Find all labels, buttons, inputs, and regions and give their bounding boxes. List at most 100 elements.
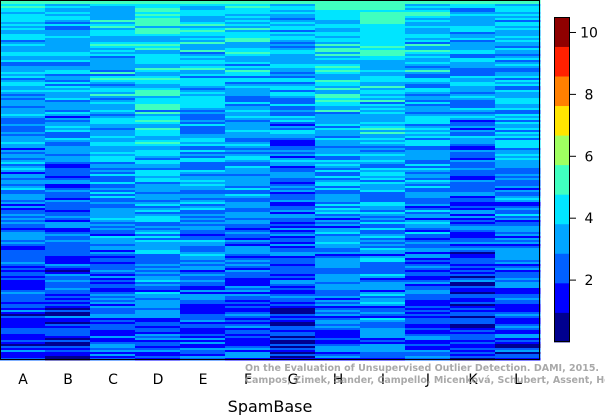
- heatmap-cell: [135, 176, 181, 179]
- heatmap-cell: [495, 0, 541, 3]
- heatmap-cell: [495, 164, 541, 167]
- heatmap-cell: [270, 114, 316, 117]
- heatmap-cell: [90, 112, 136, 115]
- heatmap-cell: [405, 66, 451, 69]
- heatmap-cell: [270, 154, 316, 157]
- heatmap-cell: [450, 224, 496, 227]
- heatmap-cell: [450, 274, 496, 277]
- heatmap-cell: [360, 30, 406, 33]
- heatmap-cell: [270, 150, 316, 153]
- heatmap-cell: [90, 114, 136, 117]
- heatmap-cell: [405, 134, 451, 137]
- heatmap-cell: [495, 148, 541, 151]
- heatmap-cell: [315, 178, 361, 181]
- heatmap-cell: [450, 266, 496, 269]
- heatmap-cell: [225, 124, 271, 127]
- heatmap-cell: [360, 24, 406, 27]
- heatmap-cell: [450, 192, 496, 195]
- heatmap-cell: [180, 298, 226, 301]
- heatmap-cell: [405, 132, 451, 135]
- heatmap-cell: [270, 138, 316, 141]
- heatmap-cell: [180, 200, 226, 203]
- heatmap-cell: [225, 302, 271, 305]
- heatmap-cell: [315, 82, 361, 85]
- heatmap-cell: [45, 262, 91, 265]
- heatmap-cell: [180, 158, 226, 161]
- heatmap-cell: [225, 66, 271, 69]
- heatmap-cell: [450, 102, 496, 105]
- heatmap-cell: [0, 48, 46, 51]
- heatmap-cell: [90, 238, 136, 241]
- heatmap-cell: [405, 44, 451, 47]
- heatmap-cell: [360, 6, 406, 9]
- heatmap-cell: [270, 38, 316, 41]
- heatmap-cell: [0, 312, 46, 315]
- heatmap-cell: [360, 306, 406, 309]
- heatmap-cell: [450, 328, 496, 331]
- heatmap-cell: [450, 80, 496, 83]
- heatmap-cell: [360, 180, 406, 183]
- heatmap-cell: [360, 318, 406, 321]
- heatmap-cell: [135, 144, 181, 147]
- heatmap-cell: [495, 228, 541, 231]
- heatmap-cell: [450, 4, 496, 7]
- heatmap-cell: [0, 228, 46, 231]
- heatmap-cell: [270, 346, 316, 349]
- heatmap-cell: [405, 342, 451, 345]
- heatmap-cell: [90, 38, 136, 41]
- heatmap-cell: [180, 342, 226, 345]
- heatmap-cell: [90, 64, 136, 67]
- heatmap-cell: [135, 130, 181, 133]
- heatmap-cell: [135, 296, 181, 299]
- heatmap-cell: [450, 258, 496, 261]
- heatmap-cell: [450, 198, 496, 201]
- heatmap-cell: [405, 352, 451, 355]
- heatmap-cell: [180, 310, 226, 313]
- heatmap-cell: [405, 58, 451, 61]
- heatmap-cell: [0, 126, 46, 129]
- heatmap-cell: [225, 116, 271, 119]
- heatmap-cell: [225, 318, 271, 321]
- heatmap-cell: [495, 64, 541, 67]
- heatmap-cell: [315, 282, 361, 285]
- heatmap-cell: [0, 292, 46, 295]
- heatmap-cell: [90, 266, 136, 269]
- heatmap-cell: [180, 178, 226, 181]
- heatmap-cell: [405, 314, 451, 317]
- heatmap-cell: [450, 12, 496, 15]
- heatmap-cell: [180, 250, 226, 253]
- heatmap-cell: [360, 240, 406, 243]
- heatmap-cell: [315, 30, 361, 33]
- heatmap-cell: [45, 90, 91, 93]
- heatmap-cell: [315, 270, 361, 273]
- heatmap-cell: [0, 244, 46, 247]
- heatmap-cell: [360, 178, 406, 181]
- heatmap-cell: [180, 318, 226, 321]
- heatmap-cell: [180, 146, 226, 149]
- heatmap-cell: [405, 68, 451, 71]
- heatmap-cell: [45, 104, 91, 107]
- heatmap-cell: [495, 110, 541, 113]
- heatmap-cell: [90, 344, 136, 347]
- heatmap-cell: [495, 250, 541, 253]
- heatmap-cell: [180, 30, 226, 33]
- heatmap-cell: [450, 82, 496, 85]
- heatmap-cell: [450, 184, 496, 187]
- heatmap-cell: [360, 48, 406, 51]
- heatmap-cell: [180, 332, 226, 335]
- heatmap-cell: [0, 28, 46, 31]
- heatmap-cell: [225, 246, 271, 249]
- heatmap-cell: [45, 224, 91, 227]
- heatmap-cell: [270, 274, 316, 277]
- heatmap-cell: [315, 142, 361, 145]
- heatmap-cell: [135, 2, 181, 5]
- heatmap-cell: [360, 238, 406, 241]
- heatmap-cell: [450, 110, 496, 113]
- heatmap-cell: [495, 230, 541, 233]
- heatmap-cell: [405, 296, 451, 299]
- heatmap-cell: [315, 24, 361, 27]
- heatmap-cell: [135, 290, 181, 293]
- heatmap-cell: [180, 324, 226, 327]
- heatmap-cell: [90, 146, 136, 149]
- heatmap-cell: [90, 262, 136, 265]
